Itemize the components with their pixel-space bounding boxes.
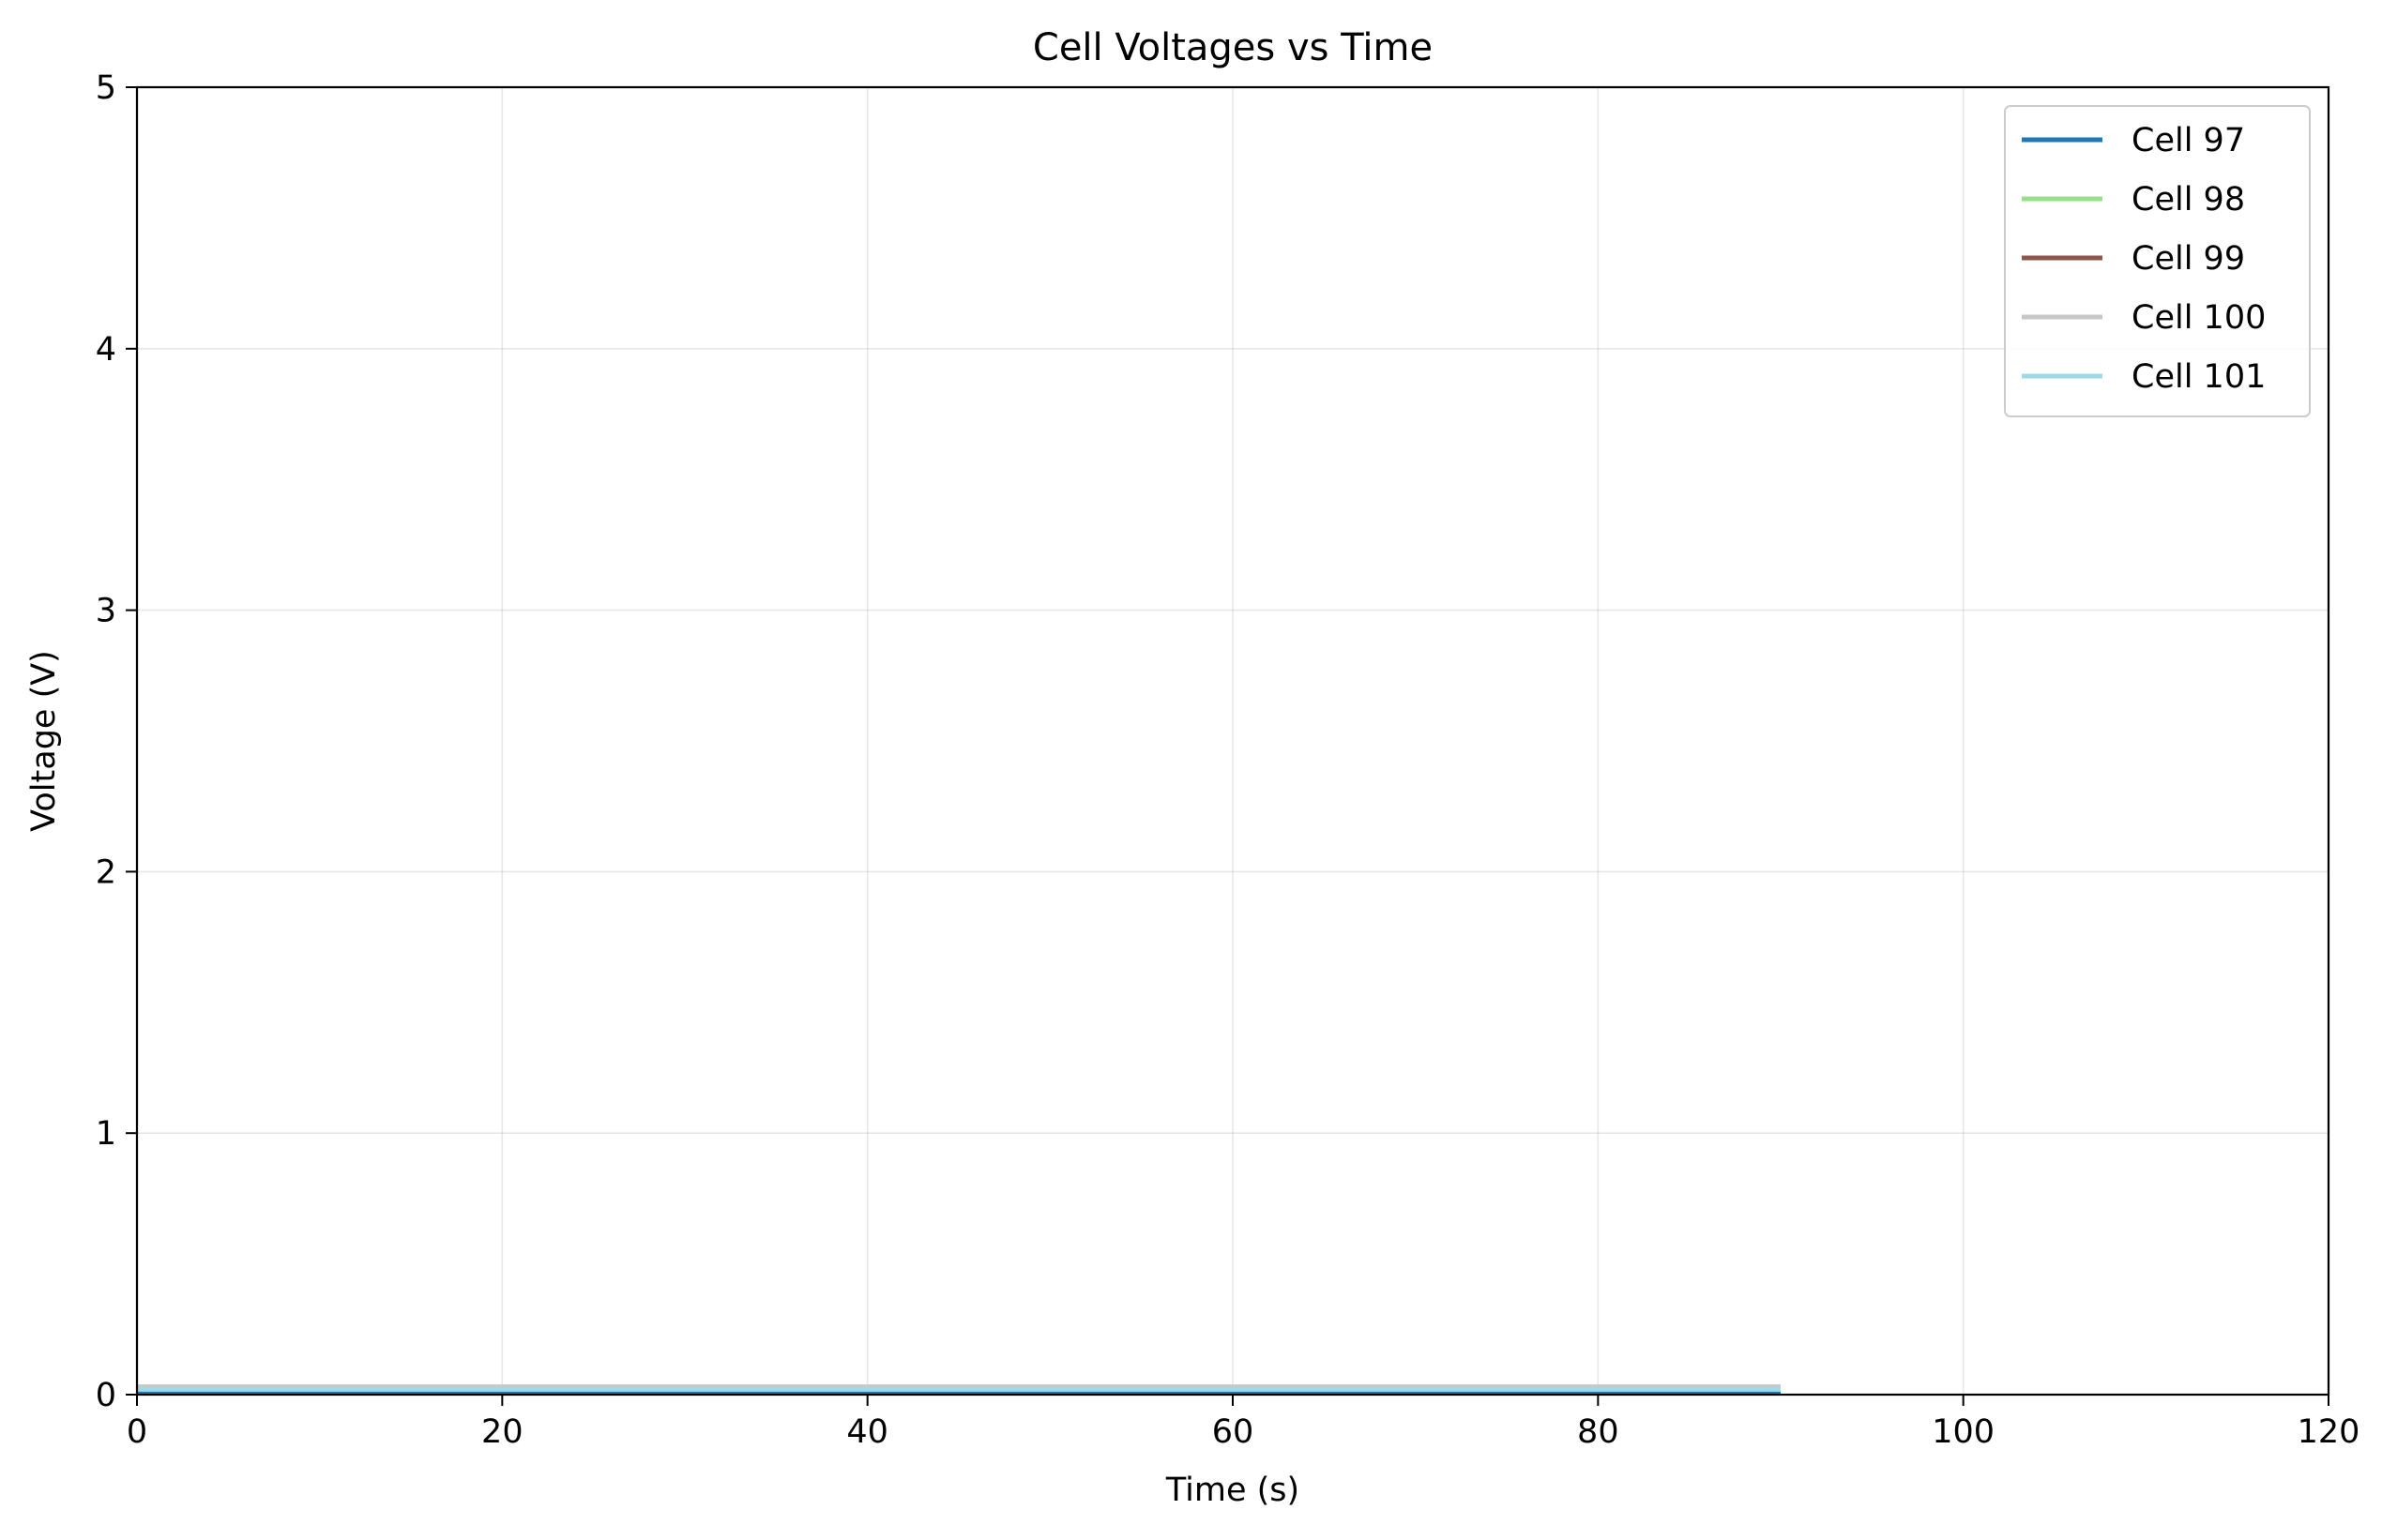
x-tick-label: 60 (1212, 1413, 1254, 1451)
x-tick-label: 120 (2298, 1413, 2360, 1451)
legend-label: Cell 99 (2132, 240, 2245, 278)
y-tick-label: 2 (96, 853, 116, 891)
axis-ticks: 0 20 40 60 80 100 120 0 1 2 3 4 5 (96, 69, 2360, 1451)
chart-title: Cell Voltages vs Time (1033, 26, 1433, 69)
x-tick-label: 40 (846, 1413, 888, 1451)
y-tick-label: 4 (96, 331, 116, 369)
series-lines (137, 1384, 1781, 1395)
x-axis-label: Time (s) (1165, 1472, 1299, 1509)
legend-box (2004, 105, 2311, 417)
x-tick-label: 20 (481, 1413, 523, 1451)
x-tick-label: 0 (127, 1413, 147, 1451)
legend-label: Cell 98 (2132, 181, 2245, 219)
legend: Cell 97 Cell 98 Cell 99 Cell 100 Cell 101 (2004, 105, 2311, 417)
y-axis-label: Voltage (V) (25, 650, 63, 832)
y-tick-label: 5 (96, 69, 116, 107)
x-tick-label: 100 (1932, 1413, 1995, 1451)
y-tick-label: 0 (96, 1377, 116, 1414)
legend-label: Cell 100 (2132, 299, 2266, 337)
legend-label: Cell 101 (2132, 358, 2266, 396)
legend-entries: Cell 97 Cell 98 Cell 99 Cell 100 Cell 101 (2022, 122, 2266, 396)
legend-label: Cell 97 (2132, 122, 2245, 159)
y-tick-label: 1 (96, 1115, 116, 1153)
x-tick-label: 80 (1577, 1413, 1619, 1451)
y-tick-label: 3 (96, 593, 116, 630)
